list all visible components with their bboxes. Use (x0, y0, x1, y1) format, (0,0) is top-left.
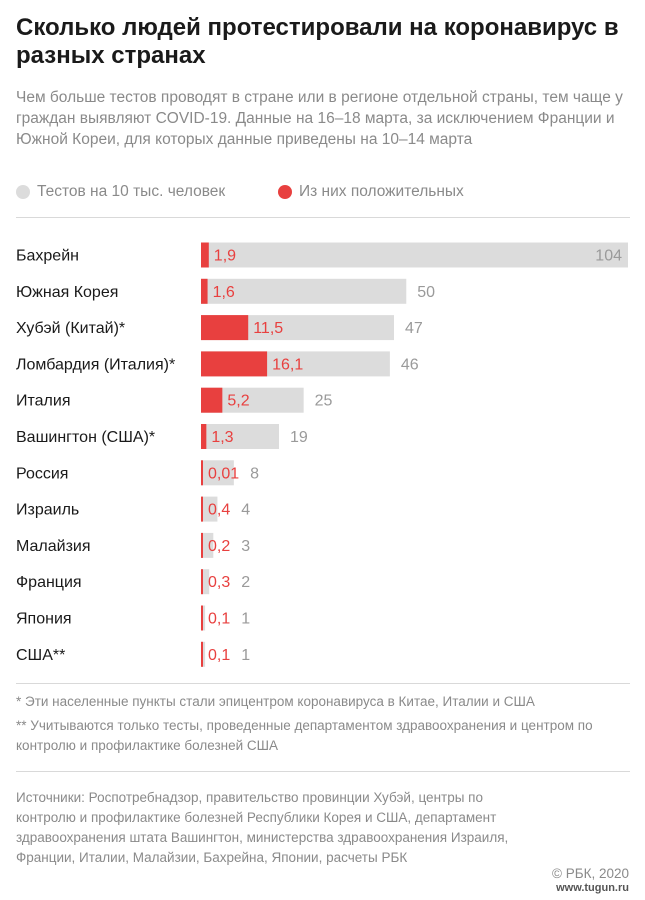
row-label: Южная Корея (16, 284, 118, 301)
positive-bar (201, 641, 203, 667)
sources-text: Источники: Роспотребнадзор, правительств… (16, 790, 509, 865)
positive-bar (201, 460, 203, 486)
row-label: Хубэй (Китай)* (16, 320, 125, 337)
chart-subtitle: Чем больше тестов проводят в стране или … (16, 89, 623, 148)
tests-bar (201, 278, 407, 304)
positive-value-label: 0,4 (208, 502, 230, 519)
copyright: © РБК, 2020 (552, 866, 629, 881)
legend-positive-swatch (278, 185, 292, 199)
tests-value-label: 8 (250, 465, 259, 482)
row-label: Италия (16, 393, 70, 410)
positive-value-label: 0,01 (208, 465, 239, 482)
mid-divider (16, 683, 630, 684)
positive-value-label: 16,1 (272, 356, 303, 373)
row-label: Япония (16, 611, 72, 628)
positive-bar (201, 569, 203, 595)
positive-bar (201, 351, 268, 377)
row-label: Франция (16, 574, 82, 591)
positive-value-label: 0,1 (208, 611, 230, 628)
tests-value-label: 50 (417, 284, 435, 301)
positive-bar (201, 605, 203, 631)
tests-bar (201, 242, 628, 268)
footnotes: * Эти населенные пункты стали эпицентром… (16, 692, 630, 760)
bottom-divider (16, 771, 630, 772)
tests-bar (201, 424, 280, 449)
row-label: Израиль (16, 502, 79, 519)
tests-bar (201, 532, 214, 558)
tests-value-label: 3 (241, 538, 250, 555)
tests-bar (201, 605, 206, 631)
footnote-2: ** Учитываются только тесты, проведенные… (16, 718, 593, 753)
positive-value-label: 0,3 (208, 574, 230, 591)
row-label: Малайзия (16, 538, 91, 555)
row-label: Бахрейн (16, 248, 79, 265)
row-label: Ломбардия (Италия)* (16, 356, 175, 373)
tests-bar (201, 641, 206, 667)
tests-bar (201, 569, 210, 595)
tests-value-label: 104 (595, 248, 622, 265)
tests-value-label: 1 (241, 611, 250, 628)
positive-bar (201, 315, 249, 341)
positive-value-label: 1,6 (213, 284, 235, 301)
tests-value-label: 46 (401, 356, 419, 373)
positive-value-label: 5,2 (227, 393, 249, 410)
positive-bar (201, 496, 203, 522)
legend-tests-swatch (16, 185, 30, 199)
positive-bar (201, 424, 207, 449)
bar-chart: Бахрейн 1,9 104 Южная Корея 1,6 50 Хубэй (Кита… (16, 242, 628, 667)
legend-positive-label: Из них положительных (299, 183, 464, 200)
row-label: Вашингтон (США)* (16, 429, 155, 446)
tests-value-label: 47 (405, 320, 423, 337)
positive-bar (201, 278, 208, 304)
legend-tests-label: Тестов на 10 тыс. человек (37, 183, 226, 200)
tests-value-label: 25 (315, 393, 333, 410)
tests-bar (201, 496, 218, 522)
tests-value-label: 4 (241, 502, 250, 519)
positive-value-label: 11,5 (253, 320, 283, 337)
chart-title: Сколько людей протестировали на коронави… (16, 14, 619, 69)
tests-value-label: 2 (241, 574, 250, 591)
top-divider (16, 217, 630, 218)
positive-value-label: 0,1 (208, 647, 230, 664)
positive-bar (201, 532, 203, 558)
tests-value-label: 1 (241, 647, 250, 664)
positive-value-label: 1,9 (214, 248, 236, 265)
positive-bar (201, 387, 223, 413)
positive-value-label: 0,2 (208, 538, 230, 555)
row-label: Россия (16, 465, 68, 482)
positive-bar (201, 242, 209, 268)
footnote-1: * Эти населенные пункты стали эпицентром… (16, 694, 535, 709)
watermark: www.tugun.ru (556, 882, 629, 894)
tests-value-label: 19 (290, 429, 308, 446)
positive-value-label: 1,3 (211, 429, 233, 446)
row-label: США** (16, 647, 65, 664)
legend: Тестов на 10 тыс. человек Из них положит… (16, 181, 628, 203)
tests-bar (201, 460, 234, 486)
